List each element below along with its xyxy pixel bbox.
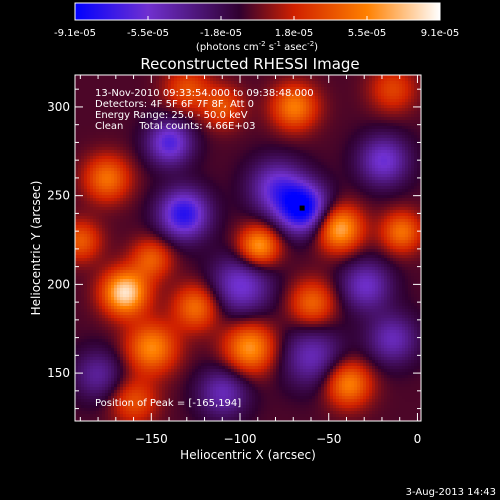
colorbar-tick-label: 9.1e-05 xyxy=(421,28,459,39)
y-axis: 150 200 250 300 xyxy=(47,88,421,410)
x-tick-label: −150 xyxy=(135,432,168,446)
colorbar-tick-label: -5.5e-05 xyxy=(127,28,169,39)
annotation-counts: Clean Total counts: 4.66E+03 xyxy=(95,121,255,132)
y-axis-label: Heliocentric Y (arcsec) xyxy=(29,181,43,316)
x-tick-label: 0 xyxy=(414,432,422,446)
x-axis: −150 −100 −50 0 xyxy=(79,75,422,446)
y-tick-label: 300 xyxy=(47,100,70,114)
plot-frame xyxy=(74,74,422,422)
observation-annotations: 13-Nov-2010 09:33:54.000 to 09:38:48.000… xyxy=(95,88,314,132)
x-axis-label: Heliocentric X (arcsec) xyxy=(180,448,316,462)
colorbar: -9.1e-05 -5.5e-05 -1.8e-05 1.8e-05 5.5e-05 9.… xyxy=(54,2,459,53)
colorbar-tick-label: -9.1e-05 xyxy=(54,28,96,39)
chart-title: Reconstructed RHESSI Image xyxy=(140,55,359,73)
peak-position-label: Position of Peak = [-165,194] xyxy=(95,398,241,409)
x-tick-label: −100 xyxy=(224,432,257,446)
colorbar-ticks: -9.1e-05 -5.5e-05 -1.8e-05 1.8e-05 5.5e-05 9.… xyxy=(54,16,459,39)
peak-marker xyxy=(299,205,305,211)
colorbar-unit: (photons cm-2 s-1 asec-2) xyxy=(196,40,318,53)
annotation-detectors: Detectors: 4F 5F 6F 7F 8F, Att 0 xyxy=(95,99,254,110)
y-tick-label: 250 xyxy=(47,189,70,203)
annotation-energy: Energy Range: 25.0 - 50.0 keV xyxy=(95,110,248,121)
colorbar-tick-label: 1.8e-05 xyxy=(275,28,313,39)
footer-date: 3-Aug-2013 14:43 xyxy=(406,487,496,498)
colorbar-gradient xyxy=(74,2,441,21)
x-tick-label: −50 xyxy=(316,432,341,446)
colorbar-tick-label: 5.5e-05 xyxy=(348,28,386,39)
y-tick-label: 200 xyxy=(47,277,70,291)
colorbar-tick-label: -1.8e-05 xyxy=(200,28,242,39)
annotation-time: 13-Nov-2010 09:33:54.000 to 09:38:48.000 xyxy=(95,88,314,99)
y-tick-label: 150 xyxy=(47,366,70,380)
heatmap-image xyxy=(75,75,421,421)
